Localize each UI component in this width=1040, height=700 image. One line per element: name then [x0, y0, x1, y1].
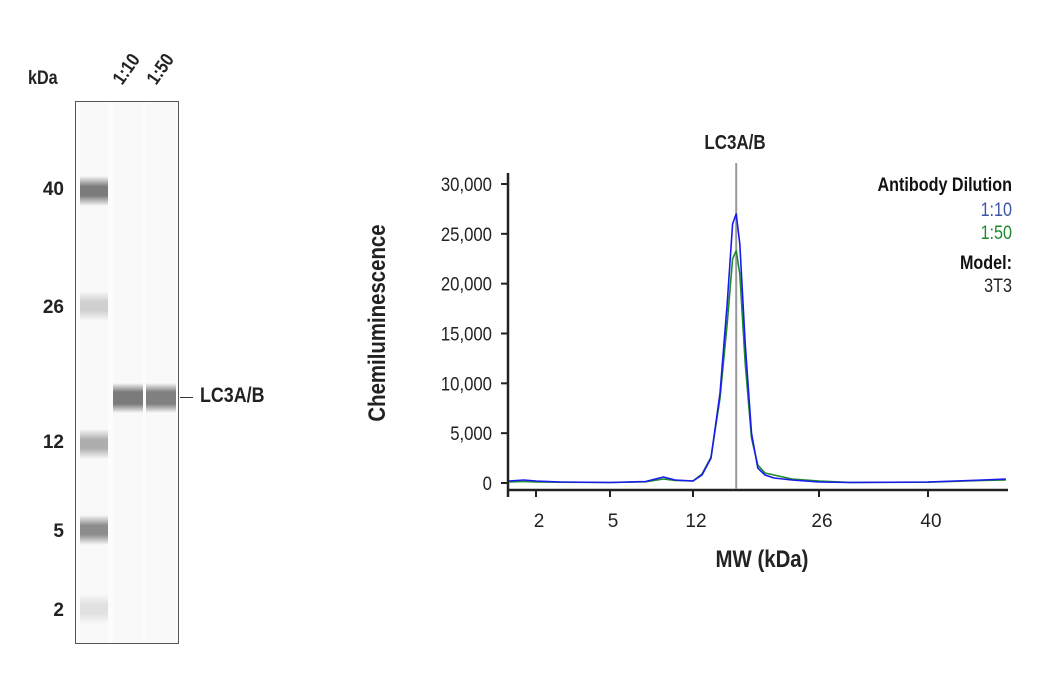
- ladder-label-5: 5: [53, 521, 64, 542]
- ladder-band-2: [80, 594, 108, 624]
- x-tick-label: 12: [685, 511, 706, 532]
- y-tick-label: 25,000: [441, 224, 492, 245]
- y-axis-label: Chemiluminescence: [363, 224, 390, 421]
- legend-model-value: 3T3: [984, 275, 1012, 297]
- y-tick-label: 20,000: [441, 274, 492, 295]
- ladder-label-26: 26: [42, 297, 64, 318]
- ladder-band-26: [80, 291, 108, 321]
- sample-band-2: [146, 383, 176, 413]
- legend-model-label: Model:: [960, 252, 1012, 274]
- blot-kda-label: kDa: [28, 68, 58, 89]
- y-tick-label: 10,000: [441, 373, 492, 394]
- legend-series-2: 1:50: [981, 222, 1013, 244]
- y-tick-label: 5,000: [450, 423, 492, 444]
- x-tick-label: 26: [811, 511, 832, 532]
- blot-image: [75, 101, 179, 644]
- x-axis-label: MW (kDa): [716, 545, 809, 572]
- ladder-label-40: 40: [42, 179, 64, 200]
- sample-band-1: [113, 383, 143, 413]
- ladder-label-12: 12: [42, 432, 64, 453]
- y-tick-label: 0: [483, 473, 492, 494]
- y-tick-label: 30,000: [441, 174, 492, 195]
- series-line-1-10: [508, 213, 1006, 484]
- sample-lane-2: [146, 102, 176, 643]
- x-tick-label: 2: [534, 511, 545, 532]
- sample-lane-1: [113, 102, 143, 643]
- target-label: LC3A/B: [200, 384, 265, 407]
- ladder-label-2: 2: [53, 600, 64, 621]
- target-pointer-line: [180, 397, 193, 398]
- ladder-band-40: [80, 176, 108, 206]
- ladder-band-5: [80, 515, 108, 545]
- x-tick-label: 40: [920, 511, 941, 532]
- legend-title: Antibody Dilution: [878, 174, 1012, 196]
- chart-title: LC3A/B: [704, 131, 765, 154]
- y-tick-label: 15,000: [441, 324, 492, 345]
- x-tick-label: 5: [608, 511, 619, 532]
- legend-series-1: 1:10: [981, 199, 1013, 221]
- ladder-band-12: [80, 429, 108, 459]
- series-line-1-50: [508, 250, 1006, 484]
